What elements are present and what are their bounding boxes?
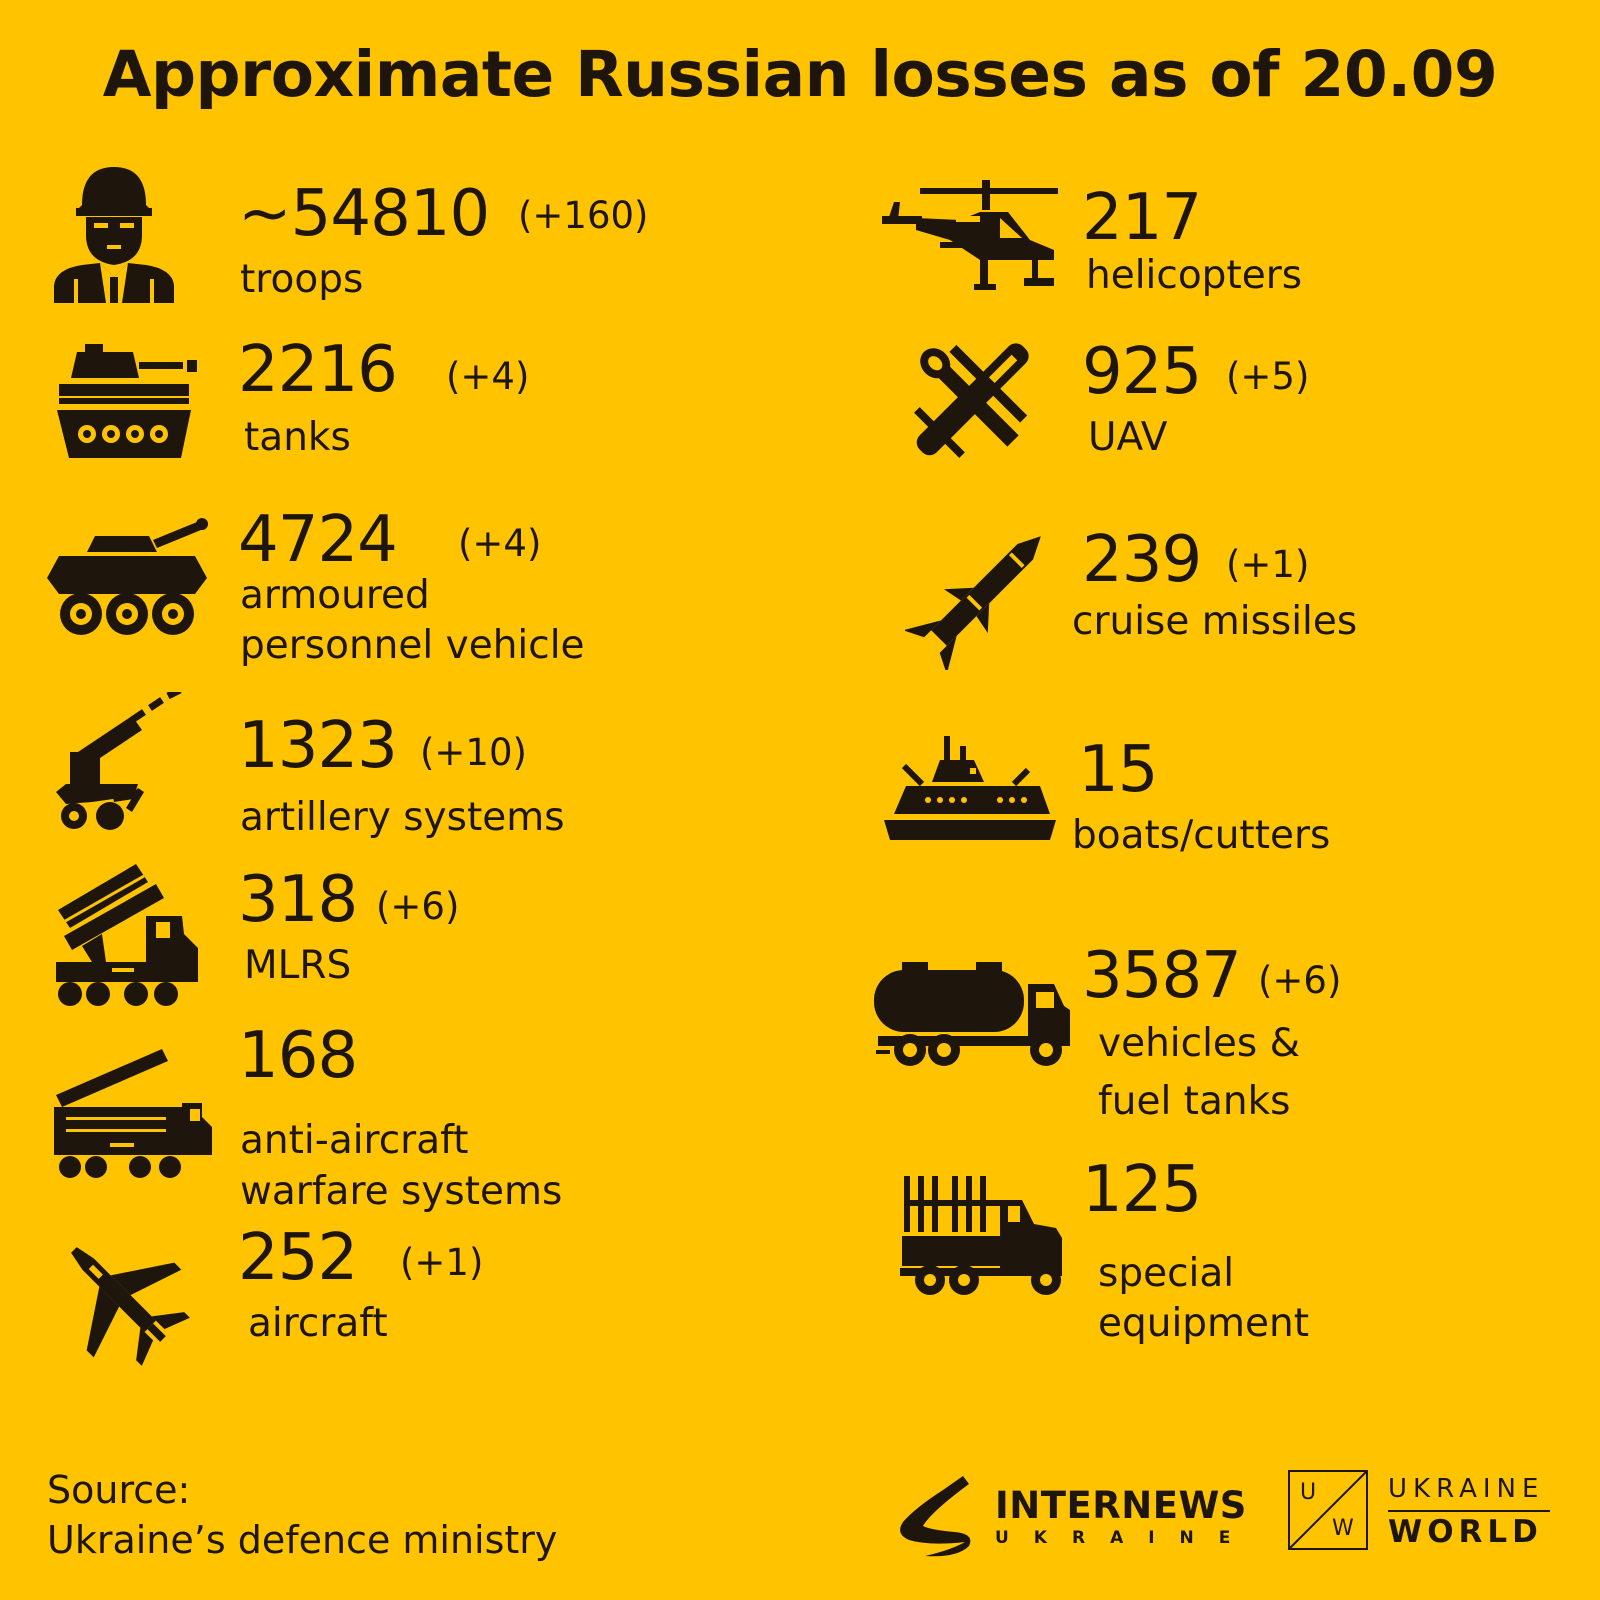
helicopters-label: helicopters	[1086, 253, 1303, 298]
internews-swoosh-icon	[900, 1476, 971, 1557]
boat-icon	[880, 730, 1060, 855]
anti-aircraft-label-line2: warfare systems	[240, 1169, 563, 1214]
artillery-icon	[52, 692, 187, 832]
aircraft-count: 252	[238, 1221, 358, 1295]
helicopter-icon	[880, 180, 1060, 305]
cruise-missiles-label: cruise missiles	[1072, 599, 1358, 644]
uw-box-letter-u: U	[1300, 1480, 1317, 1505]
boats-count: 15	[1078, 733, 1158, 807]
special-equipment-label-line2: equipment	[1098, 1301, 1310, 1346]
apc-delta: (+4)	[458, 522, 542, 565]
special-equipment-count: 125	[1082, 1153, 1202, 1227]
source-note: Source: Ukraine’s defence ministry	[47, 1465, 557, 1565]
anti-aircraft-label-line1: anti-aircraft	[240, 1118, 469, 1163]
apc-count: 4724	[238, 503, 398, 577]
source-label: Source:	[47, 1468, 191, 1512]
internews-ukraine-logo: INTERNEWS UKRAINE	[895, 1468, 1255, 1558]
aircraft-delta: (+1)	[400, 1241, 484, 1284]
troops-count: ~54810	[238, 177, 490, 251]
tanks-delta: (+4)	[446, 355, 530, 398]
cruise-missiles-delta: (+1)	[1226, 543, 1310, 586]
uw-box-letter-w: W	[1332, 1516, 1354, 1541]
ukraine-world-logo: U W UKRAINE WORLD	[1288, 1470, 1578, 1552]
uav-label: UAV	[1088, 415, 1168, 460]
mlrs-icon	[52, 858, 202, 1008]
mlrs-count: 318	[238, 863, 358, 937]
uav-icon	[900, 330, 1045, 470]
anti-aircraft-icon	[50, 1045, 215, 1180]
artillery-label: artillery systems	[240, 795, 565, 840]
cruise-missiles-count: 239	[1082, 523, 1202, 597]
artillery-count: 1323	[238, 709, 398, 783]
aircraft-icon	[52, 1228, 192, 1368]
troops-label: troops	[240, 257, 364, 302]
mlrs-delta: (+6)	[376, 885, 460, 928]
vehicles-label-line1: vehicles &	[1098, 1021, 1301, 1066]
internews-name: INTERNEWS	[995, 1484, 1247, 1527]
uw-divider	[1388, 1510, 1550, 1512]
tanks-label: tanks	[244, 415, 351, 460]
anti-aircraft-count: 168	[238, 1019, 358, 1093]
source-value: Ukraine’s defence ministry	[47, 1518, 558, 1562]
vehicles-label-line2: fuel tanks	[1098, 1079, 1291, 1124]
soldier-icon	[52, 165, 177, 305]
uw-line1: UKRAINE	[1388, 1474, 1545, 1504]
uav-delta: (+5)	[1226, 355, 1310, 398]
boats-label: boats/cutters	[1072, 813, 1331, 858]
tank-icon	[55, 340, 200, 465]
uw-line2: WORLD	[1388, 1514, 1543, 1550]
helicopters-count: 217	[1082, 181, 1202, 255]
apc-label-line2: personnel vehicle	[240, 623, 585, 668]
vehicles-count: 3587	[1082, 939, 1242, 1013]
vehicles-delta: (+6)	[1258, 959, 1342, 1002]
artillery-delta: (+10)	[420, 731, 527, 774]
cruise-missile-icon	[905, 525, 1055, 670]
apc-label-line1: armoured	[240, 573, 430, 618]
special-equipment-icon	[900, 1172, 1070, 1302]
mlrs-label: MLRS	[244, 943, 352, 988]
fuel-truck-icon	[868, 960, 1073, 1085]
apc-icon	[45, 518, 210, 638]
tanks-count: 2216	[238, 333, 398, 407]
troops-delta: (+160)	[518, 194, 649, 237]
uav-count: 925	[1082, 335, 1202, 409]
uw-box-icon	[1288, 1470, 1368, 1550]
page-title: Approximate Russian losses as of 20.09	[102, 38, 1498, 111]
internews-sub: UKRAINE	[995, 1528, 1256, 1548]
aircraft-label: aircraft	[248, 1301, 388, 1346]
special-equipment-label-line1: special	[1098, 1251, 1235, 1296]
